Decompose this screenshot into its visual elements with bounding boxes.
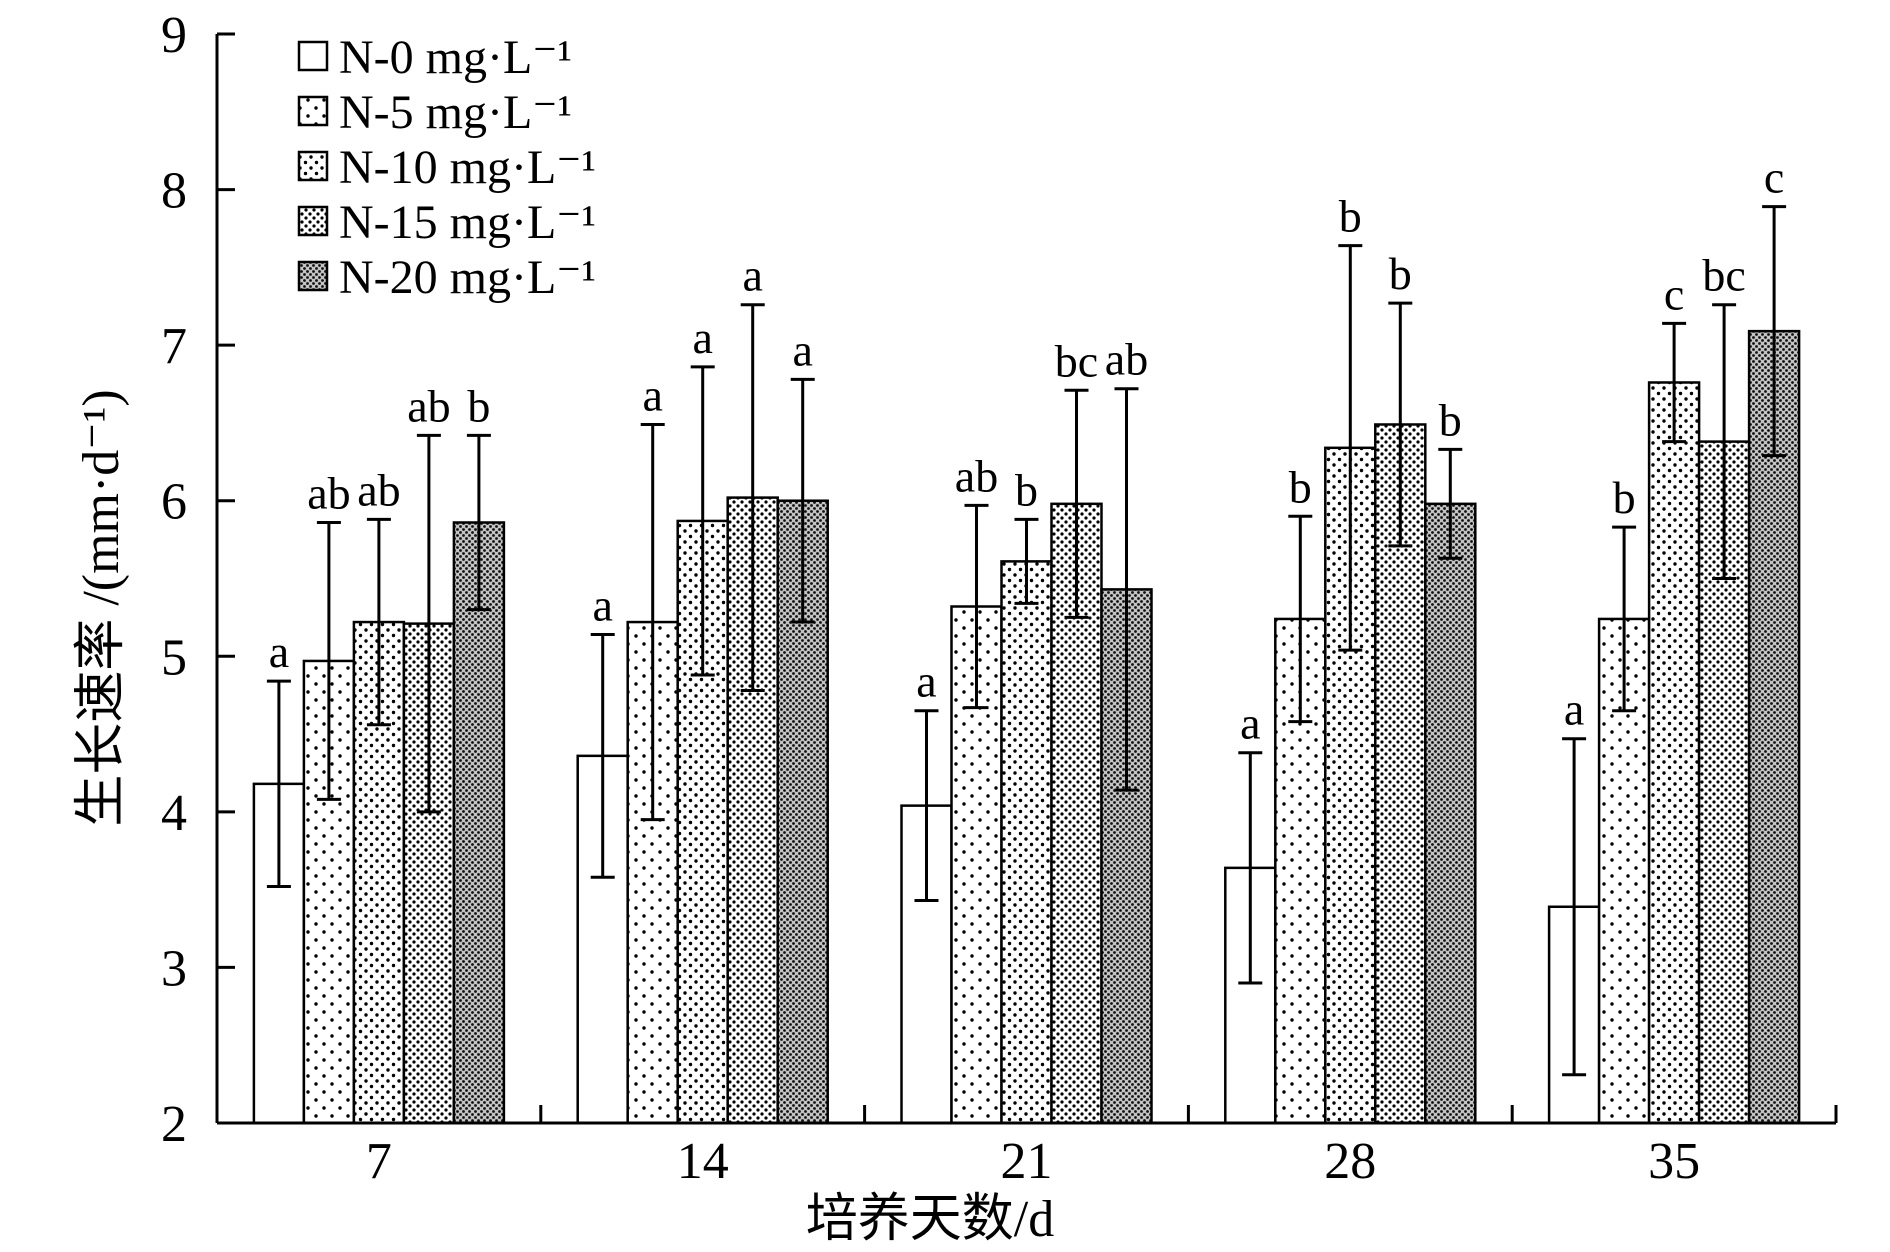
significance-label: b bbox=[1613, 472, 1636, 523]
error-bar bbox=[964, 503, 989, 710]
significance-label: ab bbox=[407, 380, 450, 431]
error-bar bbox=[790, 377, 815, 624]
bar bbox=[1647, 381, 1701, 1125]
error-bar bbox=[1114, 387, 1139, 792]
x-tick-label: 35 bbox=[1648, 1133, 1700, 1190]
x-tick-label: 7 bbox=[366, 1133, 392, 1190]
significance-label: c bbox=[1764, 152, 1784, 203]
legend-label: N-0 mg·L⁻¹ bbox=[339, 31, 572, 84]
error-bar bbox=[266, 679, 291, 889]
significance-label: ab bbox=[955, 450, 998, 501]
bar bbox=[726, 496, 779, 1125]
significance-label: bc bbox=[1055, 335, 1098, 386]
significance-label: a bbox=[1564, 684, 1584, 735]
significance-label: b bbox=[1339, 191, 1362, 242]
error-bar bbox=[466, 433, 491, 612]
significance-label: ab bbox=[307, 467, 350, 518]
error-bar bbox=[366, 517, 391, 727]
error-bar bbox=[1238, 751, 1263, 985]
error-bar bbox=[1612, 525, 1637, 713]
significance-label: b bbox=[1389, 248, 1412, 299]
error-bar bbox=[316, 520, 341, 801]
legend-swatch bbox=[297, 95, 329, 127]
significance-label: b bbox=[1015, 464, 1038, 515]
bar bbox=[1000, 560, 1053, 1125]
significance-label: ab bbox=[357, 464, 400, 515]
x-axis-title: 培养天数/d bbox=[806, 1191, 1054, 1248]
y-tick-label: 3 bbox=[161, 940, 187, 997]
error-bar bbox=[590, 633, 615, 879]
error-bar bbox=[914, 709, 939, 903]
error-bar bbox=[1712, 303, 1737, 580]
legend-label: N-5 mg·L⁻¹ bbox=[339, 86, 572, 139]
y-tick-label: 2 bbox=[161, 1096, 187, 1153]
error-bar bbox=[1014, 517, 1039, 605]
legend-swatch bbox=[297, 40, 329, 72]
error-bar bbox=[1064, 388, 1089, 619]
legend-label: N-10 mg·L⁻¹ bbox=[339, 141, 596, 194]
significance-label: a bbox=[792, 324, 812, 375]
legend-item: N-20 mg·L⁻¹ bbox=[297, 251, 596, 304]
error-bar bbox=[640, 422, 665, 822]
error-bar bbox=[1388, 301, 1413, 548]
significance-label: a bbox=[692, 312, 712, 363]
legend: N-0 mg·L⁻¹ N-5 mg·L⁻¹ N-10 mg·L⁻¹ N-15 m… bbox=[297, 31, 596, 304]
x-tick-label: 21 bbox=[1001, 1133, 1053, 1190]
y-axis-title: 生长速率 /(mm·d⁻¹) bbox=[73, 389, 130, 826]
error-bar bbox=[740, 303, 765, 693]
error-bar bbox=[416, 433, 441, 814]
x-tick-label: 14 bbox=[677, 1133, 729, 1190]
significance-label: b bbox=[1289, 461, 1312, 512]
significance-label: ab bbox=[1105, 334, 1148, 385]
significance-label: a bbox=[1240, 698, 1260, 749]
y-tick-label: 5 bbox=[161, 629, 187, 686]
legend-label: N-15 mg·L⁻¹ bbox=[339, 196, 596, 249]
significance-label: b bbox=[467, 380, 490, 431]
legend-label: N-20 mg·L⁻¹ bbox=[339, 251, 596, 304]
significance-label: a bbox=[269, 626, 289, 677]
significance-label: a bbox=[592, 580, 612, 631]
legend-swatch bbox=[297, 260, 329, 292]
significance-label: a bbox=[742, 250, 762, 301]
y-tick-label: 4 bbox=[161, 785, 187, 842]
error-bar bbox=[1288, 514, 1313, 724]
significance-label: a bbox=[916, 656, 936, 707]
y-tick-label: 8 bbox=[161, 163, 187, 220]
error-bar bbox=[1762, 205, 1787, 458]
legend-swatch bbox=[297, 205, 329, 237]
legend-item: N-15 mg·L⁻¹ bbox=[297, 196, 596, 249]
legend-item: N-5 mg·L⁻¹ bbox=[297, 86, 572, 139]
error-bar bbox=[690, 365, 715, 677]
bar bbox=[1424, 502, 1477, 1125]
error-bar bbox=[1438, 447, 1463, 560]
legend-item: N-0 mg·L⁻¹ bbox=[297, 31, 572, 84]
error-bar bbox=[1338, 244, 1363, 652]
legend-swatch bbox=[297, 150, 329, 182]
significance-label: c bbox=[1664, 268, 1684, 319]
y-tick-label: 6 bbox=[161, 474, 187, 531]
significance-label: a bbox=[642, 369, 662, 420]
significance-label: bc bbox=[1702, 250, 1745, 301]
error-bar bbox=[1662, 321, 1687, 444]
x-tick-label: 28 bbox=[1324, 1133, 1376, 1190]
y-tick-label: 9 bbox=[161, 7, 187, 64]
bar bbox=[452, 521, 506, 1125]
legend-item: N-10 mg·L⁻¹ bbox=[297, 141, 596, 194]
significance-label: b bbox=[1439, 394, 1462, 445]
y-tick-label: 7 bbox=[161, 318, 187, 375]
error-bar bbox=[1562, 737, 1587, 1077]
